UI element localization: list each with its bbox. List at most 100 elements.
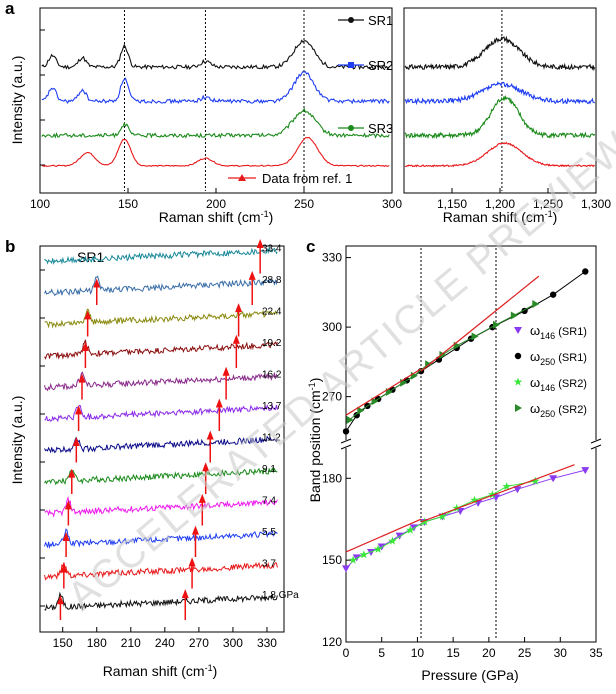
peak-arrow-head bbox=[56, 595, 64, 605]
data-point bbox=[359, 550, 369, 559]
spectrum-trace bbox=[44, 435, 278, 454]
peak-arrow-head bbox=[202, 462, 210, 472]
data-point bbox=[438, 512, 447, 521]
peak-arrow-head bbox=[222, 366, 230, 376]
x-tick-label: 150 bbox=[53, 636, 73, 650]
data-point bbox=[493, 320, 500, 329]
spectrum-sr1 bbox=[404, 35, 596, 72]
pressure-label: 19.2 bbox=[262, 338, 282, 349]
x-tick-label: 10 bbox=[411, 646, 425, 660]
peak-arrow-head bbox=[191, 525, 199, 535]
y-tick-label: 180 bbox=[322, 471, 342, 485]
peak-arrow-head bbox=[64, 500, 72, 510]
data-point bbox=[420, 517, 429, 526]
y-tick-label: 120 bbox=[322, 635, 342, 649]
panel-a-letter: a bbox=[5, 0, 15, 18]
data-point bbox=[488, 490, 497, 499]
data-point bbox=[549, 291, 557, 298]
watermark: ACCELERATED ARTICLE PREVIEW bbox=[60, 123, 616, 619]
peak-arrow-head bbox=[248, 270, 256, 280]
axis-break-mask bbox=[592, 440, 600, 448]
peak-arrow-head bbox=[256, 239, 264, 249]
spectrum-trace bbox=[44, 339, 278, 360]
spectrum-trace bbox=[44, 495, 278, 518]
pressure-label: 16.2 bbox=[262, 370, 282, 381]
panel-c-ticks: 0 5 10 15 20 25 30 35 270 300 330 120 150 180 bbox=[322, 248, 603, 660]
y-tick-label: 330 bbox=[322, 251, 342, 265]
data-point bbox=[342, 428, 350, 435]
panel-a-right-curves bbox=[404, 35, 596, 168]
pressure-label: 7.4 bbox=[262, 496, 276, 507]
peak-arrow-head bbox=[206, 430, 214, 440]
panel-a-right: Raman shift (cm-1) 1,150 1,200 1,250 1,300 bbox=[403, 7, 611, 225]
panel-a-right-ticks: 1,150 1,200 1,250 1,300 bbox=[437, 10, 611, 211]
pressure-label: 9.1 bbox=[262, 464, 276, 475]
x-tick-label: 180 bbox=[87, 636, 107, 650]
panel-a-legend: SR1 SR2 SR3 Data from ref. 1 bbox=[228, 13, 393, 186]
legend-sr3: SR3 bbox=[368, 121, 393, 136]
data-point bbox=[510, 311, 518, 320]
panel-a-xlabel: Raman shift (cm-1) bbox=[159, 209, 274, 225]
x-tick-label: 15 bbox=[446, 646, 460, 660]
fit-line bbox=[420, 464, 575, 523]
peak-arrow-head bbox=[188, 557, 196, 567]
fit-line bbox=[420, 275, 540, 372]
y-tick-label: 270 bbox=[322, 390, 342, 404]
pressure-label: 28.8 bbox=[262, 275, 282, 286]
spectrum-trace bbox=[44, 591, 278, 611]
panel-b: b SR1 Intensity (a.u.) Raman shift (cm-1… bbox=[5, 237, 299, 679]
y-tick-label: 300 bbox=[322, 320, 342, 334]
spectrum-trace bbox=[44, 403, 278, 423]
spectrum-trace bbox=[44, 561, 278, 581]
peak-arrow-head bbox=[181, 589, 189, 599]
x-tick-label: 270 bbox=[189, 636, 209, 650]
spectrum-data-from-ref-1 bbox=[41, 136, 390, 168]
panel-c-plot bbox=[342, 268, 590, 573]
y-tick-label: 150 bbox=[322, 553, 342, 567]
x-tick-label: 100 bbox=[30, 197, 50, 211]
x-tick-label: 200 bbox=[206, 197, 226, 211]
spectrum-data-from-ref-1 bbox=[404, 141, 595, 168]
data-point bbox=[357, 406, 365, 415]
spectrum-trace bbox=[44, 275, 278, 297]
peak-arrow-head bbox=[198, 493, 206, 503]
panel-c-frame bbox=[345, 245, 597, 643]
x-tick-label: 1,200 bbox=[485, 197, 515, 211]
spectrum-sr3 bbox=[404, 94, 596, 140]
x-tick-label: 30 bbox=[554, 646, 568, 660]
pressure-label: 11.2 bbox=[262, 433, 281, 444]
data-point bbox=[531, 476, 540, 485]
data-point bbox=[502, 482, 511, 491]
data-point bbox=[513, 486, 522, 494]
data-point bbox=[582, 268, 589, 275]
x-tick-label: 35 bbox=[589, 646, 603, 660]
panel-b-title: SR1 bbox=[77, 249, 104, 265]
data-point bbox=[439, 350, 447, 359]
data-point bbox=[471, 332, 479, 341]
data-point bbox=[346, 415, 354, 424]
pressure-label: 33.4 bbox=[262, 244, 282, 255]
axis-break-mask bbox=[342, 440, 350, 448]
data-point bbox=[348, 555, 358, 564]
data-point bbox=[388, 536, 397, 545]
peak-arrow-head bbox=[81, 342, 89, 352]
panel-b-ticks: 150 180 210 240 270 300 330 bbox=[40, 269, 277, 650]
data-point bbox=[342, 565, 350, 573]
pressure-label: 13.7 bbox=[262, 401, 282, 412]
panel-b-frame bbox=[39, 245, 285, 633]
legend-label: ω146 (SR2) bbox=[530, 375, 587, 393]
panel-c-xlabel: Pressure (GPa) bbox=[421, 667, 518, 683]
series-line bbox=[345, 469, 586, 569]
peak-arrow-head bbox=[62, 531, 70, 541]
x-tick-label: 240 bbox=[155, 636, 175, 650]
peak-arrow-head bbox=[75, 405, 83, 415]
peak-arrow-head bbox=[60, 563, 68, 573]
spectrum-trace bbox=[44, 371, 278, 392]
data-point bbox=[406, 525, 415, 534]
data-point bbox=[452, 503, 461, 512]
fit-line bbox=[345, 368, 422, 416]
data-point bbox=[514, 327, 522, 334]
peak-arrow-head bbox=[93, 278, 101, 288]
spectrum-trace bbox=[44, 245, 278, 265]
pressure-label: 3.7 bbox=[262, 559, 276, 570]
